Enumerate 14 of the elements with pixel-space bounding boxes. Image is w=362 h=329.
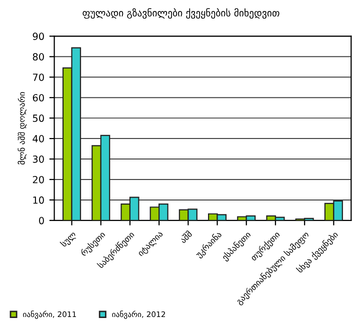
y-tick-label: 0	[39, 216, 44, 224]
x-tick-label: სულ	[60, 230, 78, 248]
x-tick-label: აშშ	[178, 230, 192, 244]
y-tick-label: 80	[32, 53, 44, 60]
y-tick-label: 30	[32, 155, 44, 163]
y-tick-label: 70	[33, 74, 44, 81]
chart-title: ფულადი გზავნილები ქვეყნების მიხედვით	[82, 8, 280, 19]
y-tick-label: 90	[32, 32, 44, 40]
y-tick-label: 10	[33, 196, 44, 204]
y-tick-label: 20	[32, 176, 44, 184]
y-tick-label: 50	[32, 114, 44, 122]
y-tick-label: 40	[32, 135, 44, 142]
y-tick-label: 60	[32, 94, 44, 102]
y-axis-title: მლნ აშშ დოლარი	[18, 92, 27, 164]
